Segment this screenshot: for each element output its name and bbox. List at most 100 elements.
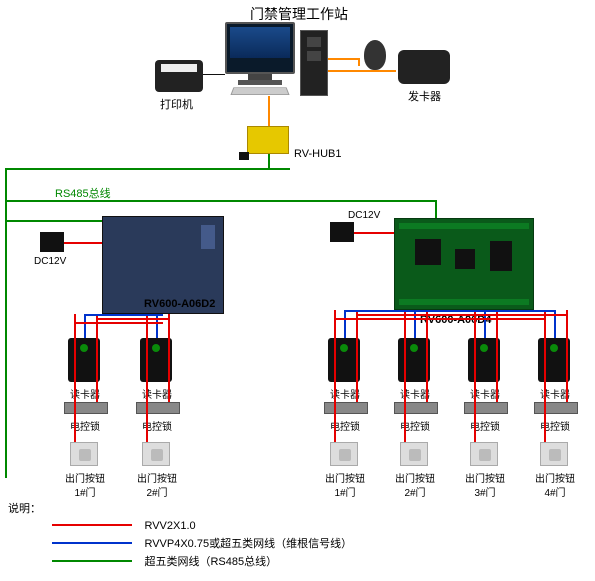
wire-psu-right bbox=[354, 232, 394, 234]
right-door-0-door-lbl: 1#门 bbox=[330, 484, 360, 499]
monitor bbox=[225, 22, 295, 74]
r-stub-b1 bbox=[414, 310, 464, 312]
right-door-3-wire-btn bbox=[544, 310, 546, 442]
right-door-3-btn bbox=[540, 442, 568, 466]
right-door-1-wire-btn bbox=[404, 310, 406, 442]
r-stub-rb1 bbox=[404, 318, 464, 320]
right-door-1-btn-lbl: 出门按钮 bbox=[390, 470, 440, 485]
right-door-3-reader-lbl: 读卡器 bbox=[536, 386, 574, 401]
right-door-0-reader-lbl: 读卡器 bbox=[326, 386, 364, 401]
left-door-0-lock bbox=[64, 402, 108, 414]
right-door-0-btn bbox=[330, 442, 358, 466]
right-door-0-wire-lock bbox=[356, 310, 358, 402]
right-door-0-btn-lbl: 出门按钮 bbox=[320, 470, 370, 485]
r-stub-b3 bbox=[464, 310, 554, 312]
bus-left-v bbox=[5, 168, 7, 478]
right-door-2-lock-lbl: 电控锁 bbox=[466, 418, 504, 433]
controller-right bbox=[394, 218, 534, 310]
dc12v-left: DC12V bbox=[34, 256, 66, 267]
right-door-1-lock-lbl: 电控锁 bbox=[396, 418, 434, 433]
legend-text-1: RVVP4X0.75或超五类网线（维根信号线） bbox=[144, 538, 352, 550]
left-door-1-btn-lbl: 出门按钮 bbox=[132, 470, 182, 485]
l-stub-b1 bbox=[156, 314, 163, 316]
legend-row-1: RVVP4X0.75或超五类网线（维根信号线） bbox=[52, 534, 352, 552]
right-door-1-lock bbox=[394, 402, 438, 414]
legend-bar-2 bbox=[52, 560, 132, 562]
right-door-3-led bbox=[550, 344, 558, 352]
wire-usb-mouse bbox=[328, 58, 358, 60]
page-title: 门禁管理工作站 bbox=[250, 4, 348, 24]
right-door-1-led bbox=[410, 344, 418, 352]
left-door-1-reader-lbl: 读卡器 bbox=[138, 386, 176, 401]
card-issuer-icon bbox=[398, 50, 450, 84]
printer-label: 打印机 bbox=[160, 96, 193, 112]
wire-psu-left bbox=[64, 242, 102, 244]
right-door-3-wire-lock bbox=[566, 310, 568, 402]
right-door-0-wire-reader bbox=[344, 310, 346, 338]
dc12v-right: DC12V bbox=[348, 210, 380, 221]
bus-hub-v bbox=[268, 154, 270, 170]
r-stub-r3 bbox=[464, 314, 566, 316]
mouse-icon bbox=[364, 40, 386, 70]
pc-tower bbox=[300, 30, 328, 96]
left-door-0-led bbox=[80, 344, 88, 352]
left-door-0-btn bbox=[70, 442, 98, 466]
left-door-0-wire-reader bbox=[84, 314, 86, 338]
right-door-1-door-lbl: 2#门 bbox=[400, 484, 430, 499]
right-door-2-led bbox=[480, 344, 488, 352]
left-door-1-wire-lock bbox=[168, 314, 170, 402]
right-door-0-led bbox=[340, 344, 348, 352]
left-door-0-wire-btn bbox=[74, 314, 76, 442]
legend-row-2: 超五类网线（RS485总线） bbox=[52, 552, 277, 570]
left-door-1-wire-btn bbox=[146, 314, 148, 442]
right-door-2-btn bbox=[470, 442, 498, 466]
left-door-1-lock-lbl: 电控锁 bbox=[138, 418, 176, 433]
legend-bar-1 bbox=[52, 542, 132, 544]
bus-top-h bbox=[5, 168, 290, 170]
right-door-2-door-lbl: 3#门 bbox=[470, 484, 500, 499]
hub-label: RV-HUB1 bbox=[294, 148, 341, 160]
right-door-2-lock bbox=[464, 402, 508, 414]
right-door-1-reader-lbl: 读卡器 bbox=[396, 386, 434, 401]
hub-icon bbox=[247, 126, 289, 154]
right-door-0-lock-lbl: 电控锁 bbox=[326, 418, 364, 433]
bus-branch-left bbox=[5, 220, 105, 222]
left-door-1-led bbox=[152, 344, 160, 352]
right-door-2-wire-lock bbox=[496, 310, 498, 402]
right-door-3-btn-lbl: 出门按钮 bbox=[530, 470, 580, 485]
r-stub-r1 bbox=[426, 314, 464, 316]
right-door-0-wire-btn bbox=[334, 310, 336, 442]
legend-row-0: RVV2X1.0 bbox=[52, 516, 196, 534]
right-door-2-btn-lbl: 出门按钮 bbox=[460, 470, 510, 485]
left-door-1-btn bbox=[142, 442, 170, 466]
l-stub-rb1 bbox=[146, 322, 163, 324]
right-door-3-door-lbl: 4#门 bbox=[540, 484, 570, 499]
right-door-3-lock-lbl: 电控锁 bbox=[536, 418, 574, 433]
legend-text-0: RVV2X1.0 bbox=[144, 520, 195, 532]
card-issuer-label: 发卡器 bbox=[408, 88, 441, 104]
right-door-0-lock bbox=[324, 402, 368, 414]
right-door-2-reader-lbl: 读卡器 bbox=[466, 386, 504, 401]
r-stub-rb3 bbox=[464, 318, 544, 320]
controller-left-label: RV600-A06D2 bbox=[144, 298, 215, 310]
left-door-0-reader-lbl: 读卡器 bbox=[66, 386, 104, 401]
left-door-1-door-lbl: 2#门 bbox=[142, 484, 172, 499]
wire-printer bbox=[203, 74, 225, 75]
hub-psu bbox=[239, 152, 249, 160]
left-door-0-btn-lbl: 出门按钮 bbox=[60, 470, 110, 485]
right-door-1-wire-lock bbox=[426, 310, 428, 402]
psu-left bbox=[40, 232, 64, 252]
bus-branch-right-v bbox=[435, 200, 437, 220]
legend-text-2: 超五类网线（RS485总线） bbox=[144, 556, 277, 568]
keyboard bbox=[230, 87, 289, 95]
left-door-1-lock bbox=[136, 402, 180, 414]
left-door-0-door-lbl: 1#门 bbox=[70, 484, 100, 499]
left-door-0-wire-lock bbox=[96, 314, 98, 402]
right-door-2-wire-btn bbox=[474, 310, 476, 442]
l-stub-r0 bbox=[96, 318, 163, 320]
l-stub-r1 bbox=[163, 318, 168, 320]
right-door-1-btn bbox=[400, 442, 428, 466]
legend-title: 说明： bbox=[8, 500, 41, 516]
printer-icon bbox=[155, 60, 203, 92]
wire-pc-hub bbox=[268, 96, 270, 126]
